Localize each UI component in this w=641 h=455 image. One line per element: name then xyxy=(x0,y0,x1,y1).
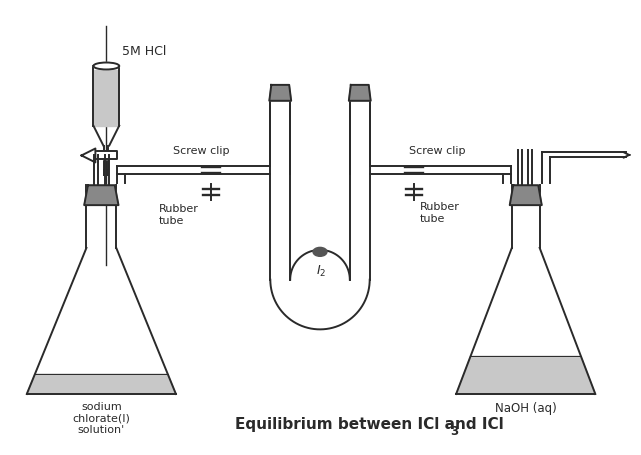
Text: Screw clip: Screw clip xyxy=(410,147,466,157)
Text: sodium
chlorate(I)
solution': sodium chlorate(I) solution' xyxy=(72,402,130,435)
Polygon shape xyxy=(510,185,542,205)
Polygon shape xyxy=(84,185,119,205)
Polygon shape xyxy=(81,148,96,162)
Text: 5M HCl: 5M HCl xyxy=(122,45,167,58)
Polygon shape xyxy=(456,356,595,394)
Text: NaOH (aq): NaOH (aq) xyxy=(495,402,556,415)
Text: Equilibrium between ICl and ICl: Equilibrium between ICl and ICl xyxy=(235,417,504,432)
Polygon shape xyxy=(27,374,176,394)
Text: 3: 3 xyxy=(450,425,458,438)
Text: Screw clip: Screw clip xyxy=(173,147,229,157)
Text: Rubber
tube: Rubber tube xyxy=(159,204,199,226)
Polygon shape xyxy=(96,152,117,159)
Polygon shape xyxy=(94,70,118,126)
Ellipse shape xyxy=(94,62,119,70)
Text: Rubber
tube: Rubber tube xyxy=(419,202,459,224)
Polygon shape xyxy=(269,85,291,101)
Text: $I_2$: $I_2$ xyxy=(316,264,326,279)
Polygon shape xyxy=(349,85,370,101)
Ellipse shape xyxy=(313,248,327,256)
